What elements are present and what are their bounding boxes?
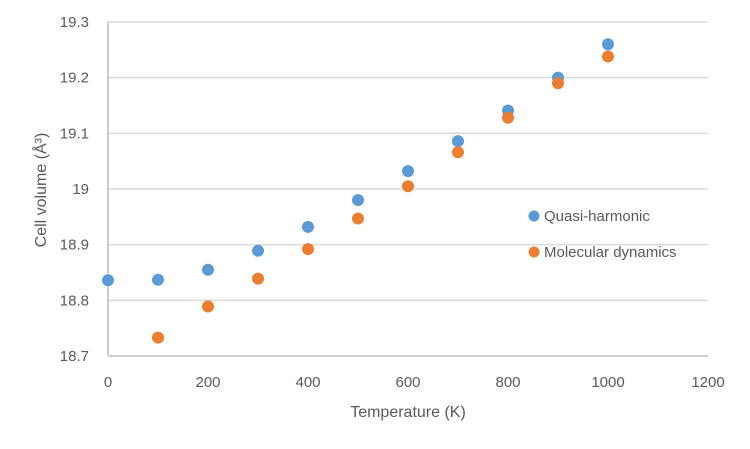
x-tick-label: 200	[195, 374, 220, 391]
data-points	[102, 38, 614, 344]
data-point	[552, 77, 564, 90]
y-axis-title: Cell volume (Å³)	[31, 133, 50, 248]
legend-item: Quasi-harmonic	[528, 208, 650, 225]
data-point	[602, 38, 614, 51]
data-point	[602, 50, 614, 63]
data-point	[352, 212, 364, 225]
data-point	[152, 331, 164, 344]
data-point	[402, 165, 414, 178]
x-tick-label: 1000	[591, 374, 624, 391]
data-point	[502, 111, 514, 124]
series-molecular-dynamics	[152, 50, 614, 344]
legend-label: Quasi-harmonic	[544, 208, 650, 225]
legend-marker	[528, 210, 540, 222]
data-point	[352, 194, 364, 207]
y-axis-ticks: 18.7 18.8 18.9 19 19.1 19.2 19.3	[60, 14, 89, 365]
x-tick-label: 0	[104, 374, 112, 391]
data-point	[452, 146, 464, 159]
data-point	[402, 180, 414, 193]
data-point	[302, 220, 314, 233]
data-point	[252, 272, 264, 285]
data-point	[302, 243, 314, 256]
x-axis-ticks: 0 200 400 600 800 1000 1200	[104, 374, 725, 391]
y-tick-label: 18.9	[60, 237, 89, 254]
legend-label: Molecular dynamics	[544, 244, 677, 261]
data-point	[202, 300, 214, 313]
data-point	[152, 273, 164, 286]
y-tick-label: 19.3	[60, 14, 89, 31]
legend-marker	[528, 246, 540, 258]
x-tick-label: 600	[395, 374, 420, 391]
legend: Quasi-harmonic Molecular dynamics	[528, 208, 677, 261]
x-tick-label: 1200	[691, 374, 724, 391]
y-tick-label: 19.1	[60, 125, 89, 142]
x-axis-title: Temperature (K)	[350, 404, 466, 421]
y-tick-label: 18.7	[60, 348, 89, 365]
data-point	[452, 135, 464, 148]
legend-item: Molecular dynamics	[528, 244, 677, 261]
x-tick-label: 800	[495, 374, 520, 391]
y-tick-label: 18.8	[60, 292, 89, 309]
x-tick-label: 400	[295, 374, 320, 391]
data-point	[102, 274, 114, 287]
data-point	[202, 263, 214, 276]
y-tick-label: 19.2	[60, 70, 89, 87]
data-point	[252, 244, 264, 257]
y-tick-label: 19	[72, 181, 89, 198]
